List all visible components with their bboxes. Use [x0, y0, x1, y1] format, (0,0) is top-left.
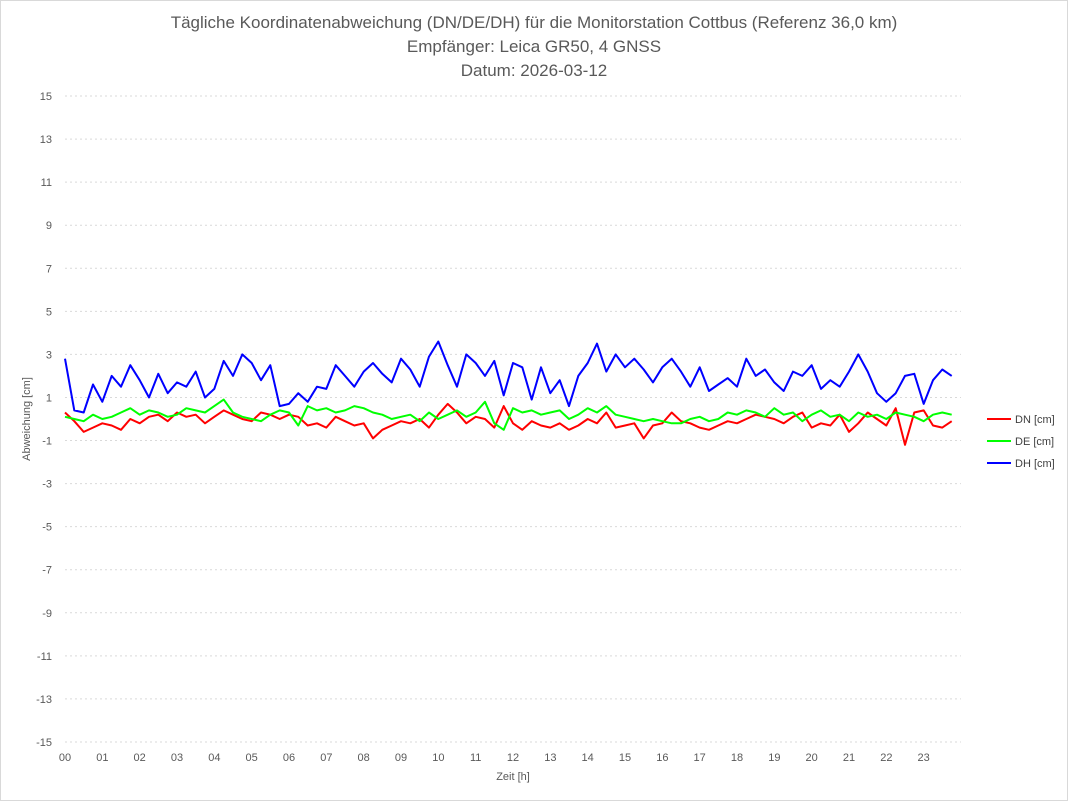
- y-tick-label: 5: [46, 306, 52, 318]
- chart-date: Datum: 2026-03-12: [460, 61, 608, 80]
- y-tick-label: 15: [40, 91, 52, 103]
- legend-label: DE [cm]: [1015, 436, 1054, 448]
- x-tick-label: 04: [208, 752, 220, 764]
- x-tick-label: 05: [246, 752, 258, 764]
- x-tick-label: 14: [582, 752, 594, 764]
- x-tick-label: 19: [768, 752, 780, 764]
- y-tick-label: 9: [46, 220, 52, 232]
- y-axis-title: Abweichung [cm]: [21, 377, 33, 461]
- x-tick-label: 21: [843, 752, 855, 764]
- y-tick-label: 13: [40, 134, 52, 146]
- x-tick-label: 00: [59, 752, 71, 764]
- y-tick-label: -13: [36, 694, 52, 706]
- x-tick-label: 20: [806, 752, 818, 764]
- series-line-dn: [64, 402, 953, 446]
- y-tick-label: 1: [46, 392, 52, 404]
- x-tick-label: 17: [694, 752, 706, 764]
- chart-subtitle: Empfänger: Leica GR50, 4 GNSS: [406, 37, 662, 56]
- x-tick-label: 11: [470, 752, 481, 764]
- x-tick-label: 18: [731, 752, 743, 764]
- x-tick-label: 10: [432, 752, 444, 764]
- legend-label: DH [cm]: [1015, 458, 1055, 470]
- x-tick-label: 15: [619, 752, 631, 764]
- y-axis-ticks: 15 13 11 9 7 5 3 1 -1 -3 -5 -7 -9 -11 -13 -15: [36, 91, 52, 749]
- x-axis-ticks: 00 01 02 03 04 05 06 07 08 09 10 11 12 13 14 15 16 17 18 19…: [59, 752, 930, 764]
- x-tick-label: 01: [96, 752, 108, 764]
- y-tick-label: -3: [42, 479, 52, 491]
- y-tick-label: -9: [42, 608, 52, 620]
- x-tick-label: 08: [358, 752, 370, 764]
- y-tick-label: 3: [46, 349, 52, 361]
- x-tick-label: 03: [171, 752, 183, 764]
- x-tick-label: 09: [395, 752, 407, 764]
- x-tick-label: 07: [320, 752, 332, 764]
- y-tick-label: -7: [42, 565, 52, 577]
- y-tick-label: -1: [42, 436, 52, 448]
- legend: DN [cm] DE [cm] DH [cm]: [987, 414, 1055, 470]
- x-tick-label: 22: [880, 752, 892, 764]
- x-axis-title: Zeit [h]: [496, 771, 530, 783]
- y-tick-label: 11: [41, 177, 52, 189]
- series-line-dh: [64, 340, 953, 414]
- y-tick-label: -11: [37, 651, 52, 663]
- y-tick-label: -5: [42, 522, 52, 534]
- series-lines: [64, 340, 953, 446]
- series-line-de: [64, 398, 952, 431]
- x-tick-label: 02: [134, 752, 146, 764]
- legend-label: DN [cm]: [1015, 414, 1055, 426]
- x-tick-label: 13: [544, 752, 556, 764]
- x-tick-label: 16: [656, 752, 668, 764]
- x-tick-label: 12: [507, 752, 519, 764]
- chart-title: Tägliche Koordinatenabweichung (DN/DE/DH…: [170, 13, 898, 32]
- x-tick-label: 23: [918, 752, 930, 764]
- gridlines: [65, 95, 961, 743]
- y-tick-label: -15: [36, 737, 52, 749]
- x-tick-label: 06: [283, 752, 295, 764]
- y-tick-label: 7: [46, 263, 52, 275]
